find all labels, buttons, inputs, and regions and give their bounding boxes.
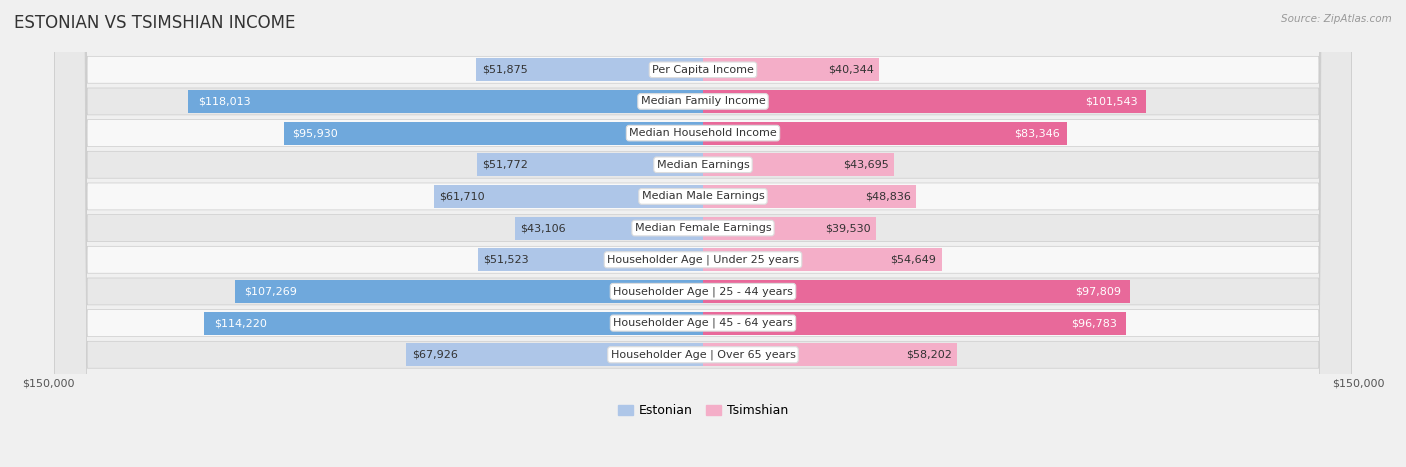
Legend: Estonian, Tsimshian: Estonian, Tsimshian [613, 399, 793, 422]
Bar [477, 153, 703, 176]
Text: Householder Age | Over 65 years: Householder Age | Over 65 years [610, 349, 796, 360]
Text: $40,344: $40,344 [828, 65, 875, 75]
Text: $97,809: $97,809 [1076, 286, 1122, 297]
Text: Householder Age | 45 - 64 years: Householder Age | 45 - 64 years [613, 318, 793, 328]
Bar [204, 311, 703, 334]
FancyBboxPatch shape [55, 0, 1351, 467]
Bar [477, 58, 703, 81]
FancyBboxPatch shape [55, 0, 1351, 467]
Bar [703, 311, 1126, 334]
Bar [284, 122, 703, 144]
Text: $39,530: $39,530 [825, 223, 870, 233]
Text: $101,543: $101,543 [1085, 97, 1137, 106]
Bar [235, 280, 703, 303]
Text: Per Capita Income: Per Capita Income [652, 65, 754, 75]
Bar [478, 248, 703, 271]
Text: $54,649: $54,649 [890, 255, 936, 265]
Text: Householder Age | Under 25 years: Householder Age | Under 25 years [607, 255, 799, 265]
Bar [703, 58, 879, 81]
Bar [433, 185, 703, 208]
Text: $51,772: $51,772 [482, 160, 529, 170]
Bar [703, 90, 1146, 113]
FancyBboxPatch shape [55, 0, 1351, 467]
Bar [406, 343, 703, 366]
Bar [703, 343, 957, 366]
Text: $58,202: $58,202 [905, 350, 952, 360]
FancyBboxPatch shape [55, 0, 1351, 467]
Text: $43,695: $43,695 [842, 160, 889, 170]
FancyBboxPatch shape [55, 0, 1351, 467]
Bar [703, 280, 1130, 303]
Text: $107,269: $107,269 [245, 286, 297, 297]
Text: Source: ZipAtlas.com: Source: ZipAtlas.com [1281, 14, 1392, 24]
Text: Median Household Income: Median Household Income [628, 128, 778, 138]
Text: $95,930: $95,930 [292, 128, 339, 138]
Text: $118,013: $118,013 [198, 97, 250, 106]
Text: $83,346: $83,346 [1014, 128, 1060, 138]
FancyBboxPatch shape [55, 0, 1351, 467]
FancyBboxPatch shape [55, 0, 1351, 467]
FancyBboxPatch shape [55, 0, 1351, 467]
Bar [188, 90, 703, 113]
Bar [515, 217, 703, 240]
Bar [703, 153, 894, 176]
Text: $114,220: $114,220 [214, 318, 267, 328]
Text: ESTONIAN VS TSIMSHIAN INCOME: ESTONIAN VS TSIMSHIAN INCOME [14, 14, 295, 32]
Text: Median Family Income: Median Family Income [641, 97, 765, 106]
Text: Median Female Earnings: Median Female Earnings [634, 223, 772, 233]
Text: $96,783: $96,783 [1071, 318, 1118, 328]
Text: Median Male Earnings: Median Male Earnings [641, 191, 765, 201]
FancyBboxPatch shape [55, 0, 1351, 467]
Text: $51,523: $51,523 [484, 255, 529, 265]
Text: $67,926: $67,926 [412, 350, 457, 360]
FancyBboxPatch shape [55, 0, 1351, 467]
Text: $51,875: $51,875 [482, 65, 527, 75]
Bar [703, 185, 917, 208]
Text: Median Earnings: Median Earnings [657, 160, 749, 170]
Text: Householder Age | 25 - 44 years: Householder Age | 25 - 44 years [613, 286, 793, 297]
Bar [703, 217, 876, 240]
Bar [703, 248, 942, 271]
Text: $61,710: $61,710 [439, 191, 485, 201]
Text: $43,106: $43,106 [520, 223, 565, 233]
Bar [703, 122, 1067, 144]
Text: $48,836: $48,836 [865, 191, 911, 201]
